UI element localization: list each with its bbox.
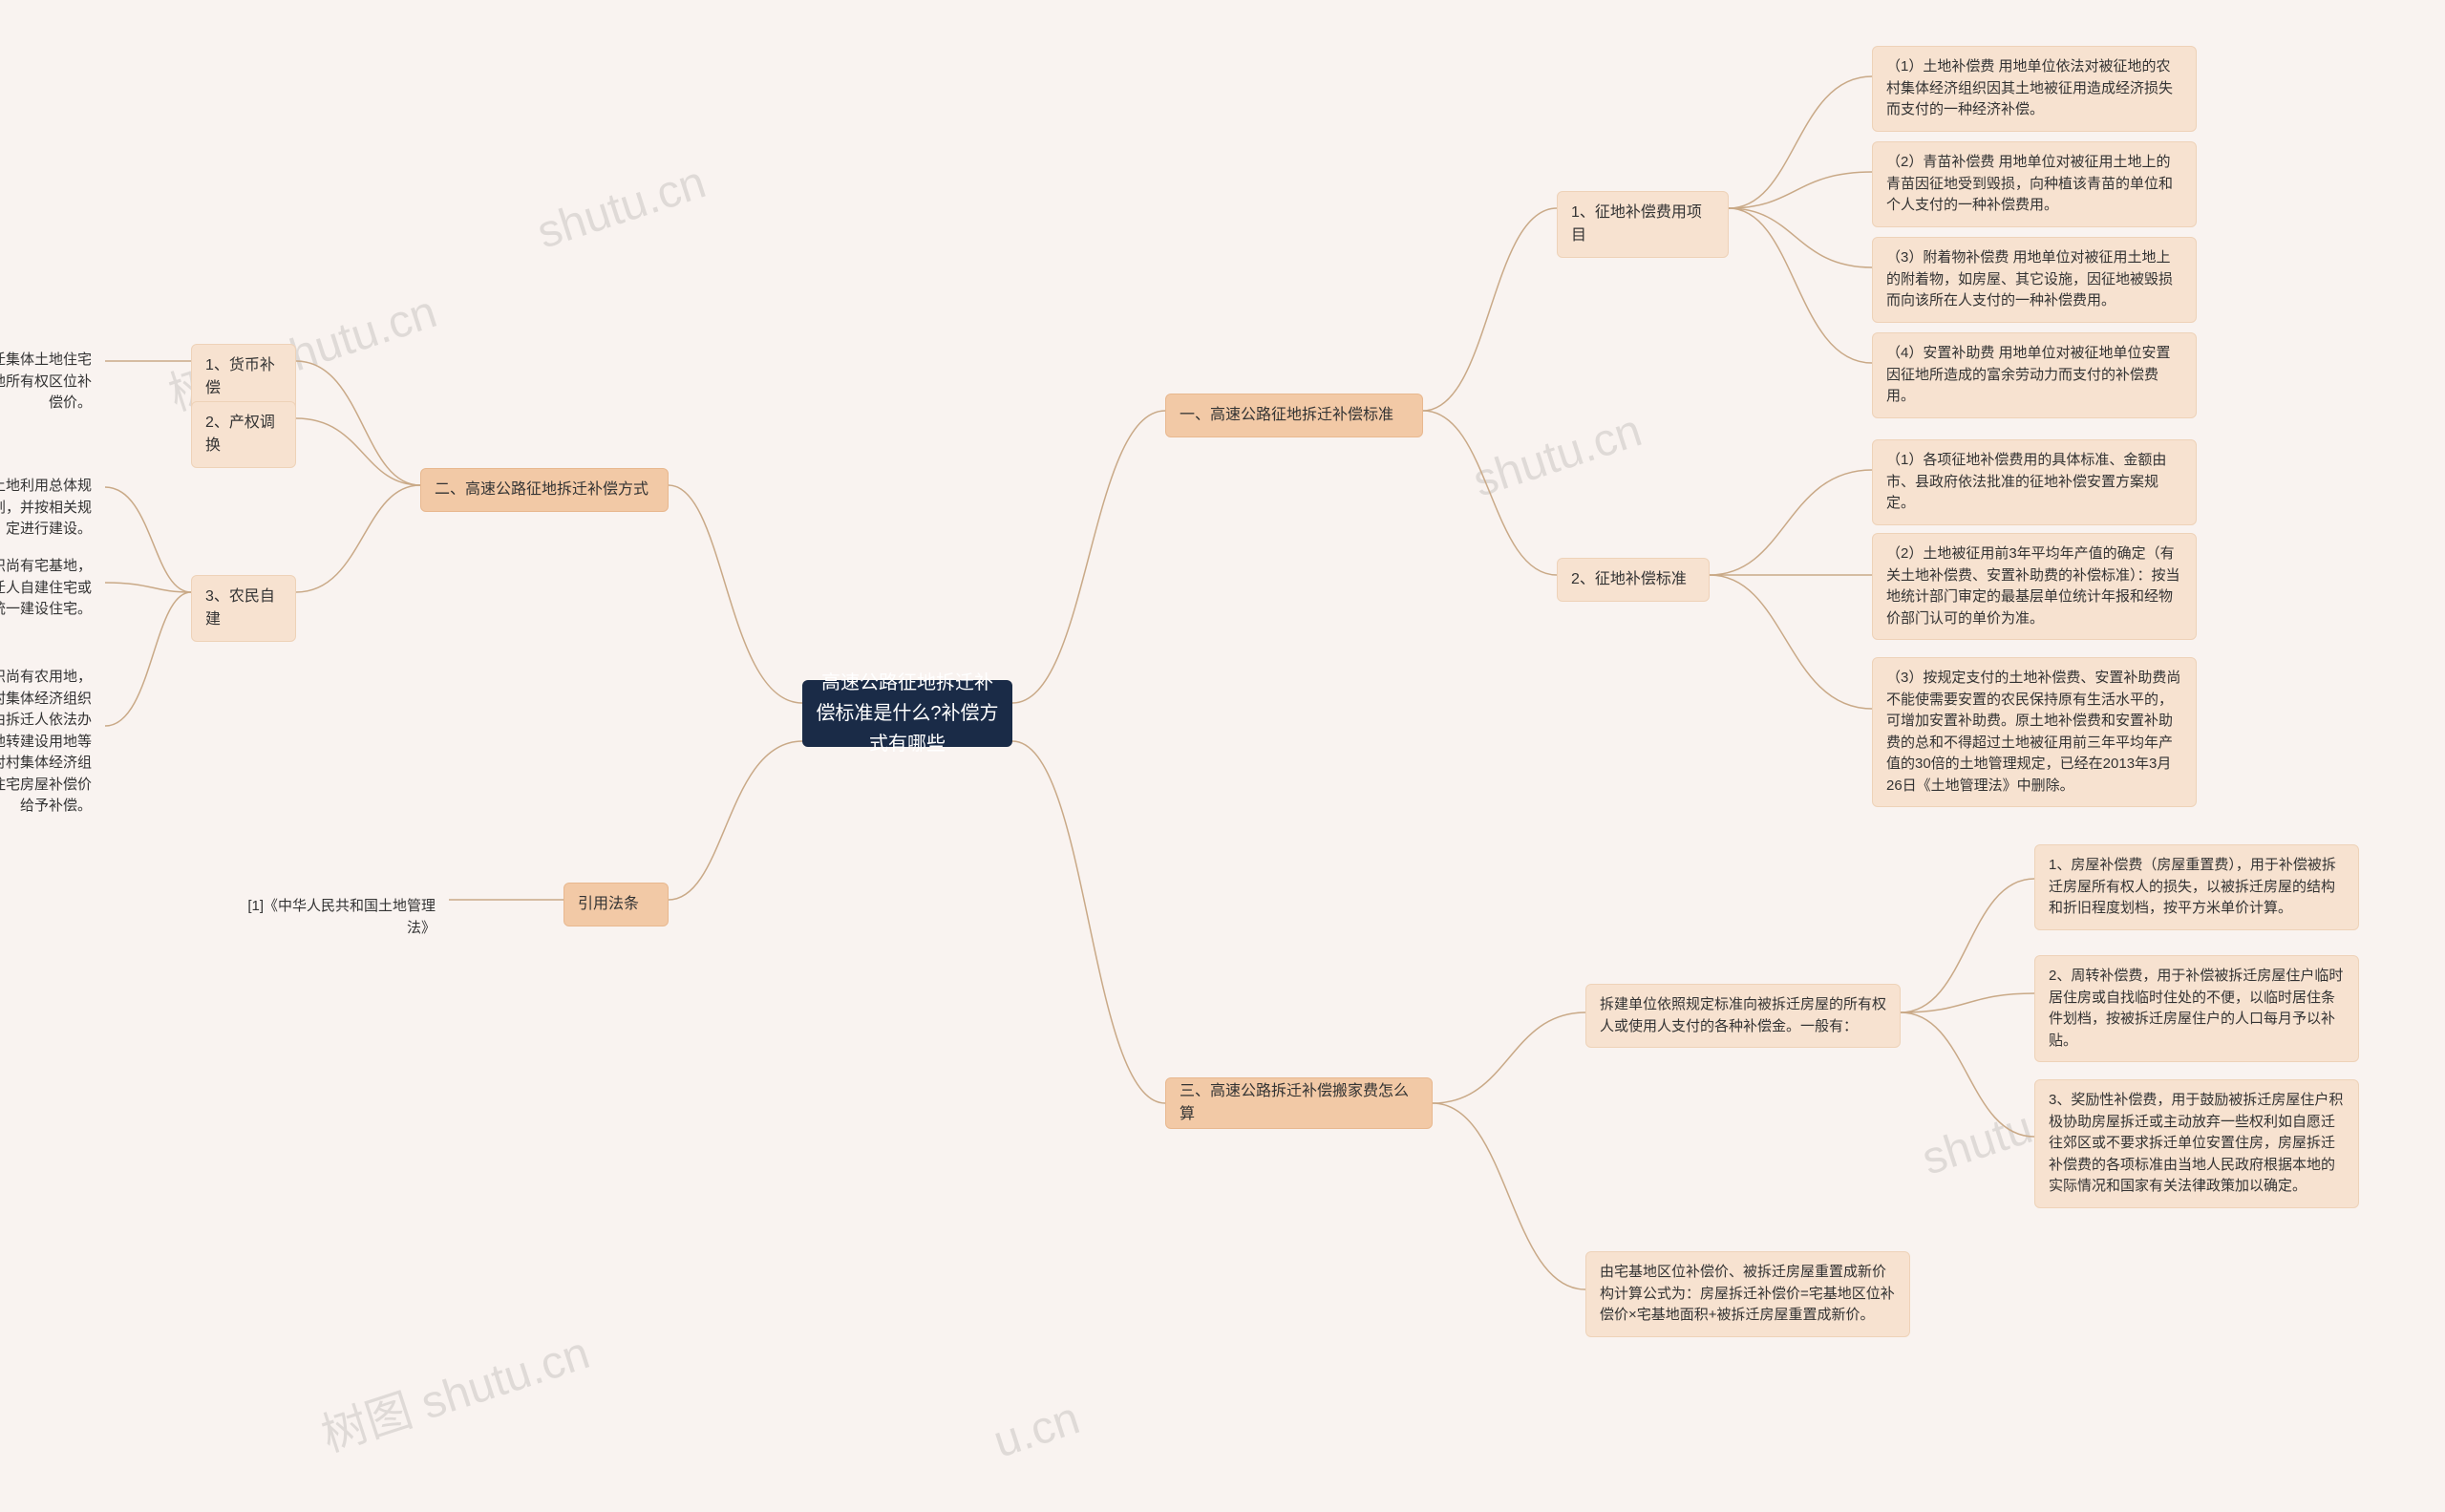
root-node: 高速公路征地拆迁补偿标准是什么?补偿方式有哪些 — [802, 680, 1012, 747]
branch-1-sub-2-item-2: （2）土地被征用前3年平均年产值的确定（有关土地补偿费、安置补助费的补偿标准）：… — [1872, 533, 2197, 640]
leaf-text: （2）本村集体经济组织尚有农用地，可转为非农建设用地供村集体经济组织统一建设安置… — [0, 667, 92, 818]
leaf-text: （2）青苗补偿费 用地单位对被征用土地上的青苗因征地受到毁损，向种植该青苗的单位… — [1886, 152, 2182, 217]
leaf-text: （1）土地补偿费 用地单位依法对被征地的农村集体经济组织因其土地被征用造成经济损… — [1886, 56, 2182, 121]
branch-3-group-1-item-3: 3、奖励性补偿费，用于鼓励被拆迁房屋住户积极协助房屋拆迁或主动放弃一些权利如自愿… — [2034, 1079, 2359, 1208]
leaf-text: 1、房屋补偿费（房屋重置费），用于补偿被拆迁房屋所有权人的损失，以被拆迁房屋的结… — [2049, 855, 2345, 920]
branch-2-sub-1-leaf: 货币补偿金额包括被拆迁集体土地住宅房屋补偿价和宅基地土地所有权区位补偿价。 — [0, 340, 105, 424]
sub-title: 1、货币补偿 — [205, 354, 282, 400]
branch-3-group-1-item-2: 2、周转补偿费，用于补偿被拆迁房屋住户临时居住房或自找临时住处的不便，以临时居住… — [2034, 955, 2359, 1062]
leaf-text: 由宅基地区位补偿价、被拆迁房屋重置成新价构计算公式为：房屋拆迁补偿价=宅基地区位… — [1600, 1262, 1896, 1327]
branch-2-sub-2: 2、产权调换 — [191, 401, 296, 468]
branch-4-title: 引用法条 — [578, 893, 639, 916]
branch-1-sub-1-item-2: （2）青苗补偿费 用地单位对被征用土地上的青苗因征地受到毁损，向种植该青苗的单位… — [1872, 141, 2197, 227]
branch-3-group-1-item-1: 1、房屋补偿费（房屋重置费），用于补偿被拆迁房屋所有权人的损失，以被拆迁房屋的结… — [2034, 844, 2359, 930]
leaf-text: 实行农民自建，应符合土地利用总体规划、城市规划和村镇规划，并按相关规定进行建设。 — [0, 476, 92, 541]
watermark: shutu.cn — [531, 156, 712, 259]
branch-1-sub-2-item-3: （3）按规定支付的土地补偿费、安置补助费尚不能使需要安置的农民保持原有生活水平的… — [1872, 657, 2197, 807]
leaf-text: （3）附着物补偿费 用地单位对被征用土地上的附着物，如房屋、其它设施，因征地被毁… — [1886, 247, 2182, 312]
branch-3-group-2: 由宅基地区位补偿价、被拆迁房屋重置成新价构计算公式为：房屋拆迁补偿价=宅基地区位… — [1585, 1251, 1910, 1337]
leaf-text: （4）安置补助费 用地单位对被征地单位安置因征地所造成的富余劳动力而支付的补偿费… — [1886, 343, 2182, 408]
branch-1-sub-1-item-1: （1）土地补偿费 用地单位依法对被征地的农村集体经济组织因其土地被征用造成经济损… — [1872, 46, 2197, 132]
branch-1: 一、高速公路征地拆迁补偿标准 — [1165, 394, 1423, 437]
leaf-text: （2）土地被征用前3年平均年产值的确定（有关土地补偿费、安置补助费的补偿标准）：… — [1886, 543, 2182, 629]
branch-1-sub-2: 2、征地补偿标准 — [1557, 558, 1710, 602]
watermark: shutu.cn — [1467, 404, 1648, 507]
branch-2-title: 二、高速公路征地拆迁补偿方式 — [435, 479, 648, 501]
branch-3-group-1-heading: 拆建单位依照规定标准向被拆迁房屋的所有权人或使用人支付的各种补偿金。一般有： — [1585, 984, 1901, 1048]
leaf-text: （3）按规定支付的土地补偿费、安置补助费尚不能使需要安置的农民保持原有生活水平的… — [1886, 668, 2182, 797]
branch-1-sub-1-item-4: （4）安置补助费 用地单位对被征地单位安置因征地所造成的富余劳动力而支付的补偿费… — [1872, 332, 2197, 418]
branch-3-title: 三、高速公路拆迁补偿搬家费怎么算 — [1180, 1080, 1418, 1126]
branch-4: 引用法条 — [563, 883, 669, 926]
leaf-text: 3、奖励性补偿费，用于鼓励被拆迁房屋住户积极协助房屋拆迁或主动放弃一些权利如自愿… — [2049, 1090, 2345, 1198]
leaf-text: 拆建单位依照规定标准向被拆迁房屋的所有权人或使用人支付的各种补偿金。一般有： — [1600, 994, 1886, 1037]
sub-title: 2、产权调换 — [205, 412, 282, 458]
branch-1-sub-1-item-3: （3）附着物补偿费 用地单位对被征用土地上的附着物，如房屋、其它设施，因征地被毁… — [1872, 237, 2197, 323]
leaf-text: （1）本村集体经济组织尚有宅基地，可以安排宅基地给被拆迁人自建住宅或由村集体经济… — [0, 556, 92, 621]
branch-1-title: 一、高速公路征地拆迁补偿标准 — [1180, 404, 1393, 427]
branch-1-sub-2-item-1: （1）各项征地补偿费用的具体标准、金额由市、县政府依法批准的征地补偿安置方案规定… — [1872, 439, 2197, 525]
branch-4-leaf: [1]《中华人民共和国土地管理法》 — [220, 886, 449, 948]
branch-3: 三、高速公路拆迁补偿搬家费怎么算 — [1165, 1077, 1433, 1129]
branch-2-sub-3-item-2: （2）本村集体经济组织尚有农用地，可转为非农建设用地供村集体经济组织统一建设安置… — [0, 657, 105, 827]
watermark: u.cn — [988, 1392, 1086, 1468]
root-text: 高速公路征地拆迁补偿标准是什么?补偿方式有哪些 — [816, 668, 999, 759]
branch-1-sub-2-title: 2、征地补偿标准 — [1571, 568, 1687, 591]
leaf-text: [1]《中华人民共和国土地管理法》 — [233, 896, 436, 939]
leaf-text: 2、周转补偿费，用于补偿被拆迁房屋住户临时居住房或自找临时住处的不便，以临时居住… — [2049, 966, 2345, 1052]
branch-2-sub-3-top: 实行农民自建，应符合土地利用总体规划、城市规划和村镇规划，并按相关规定进行建设。 — [0, 466, 105, 550]
sub-title: 3、农民自建 — [205, 586, 282, 631]
branch-2-sub-3: 3、农民自建 — [191, 575, 296, 642]
branch-2: 二、高速公路征地拆迁补偿方式 — [420, 468, 669, 512]
branch-1-sub-1-title: 1、征地补偿费用项目 — [1571, 202, 1714, 247]
leaf-text: 货币补偿金额包括被拆迁集体土地住宅房屋补偿价和宅基地土地所有权区位补偿价。 — [0, 350, 92, 415]
leaf-text: （1）各项征地补偿费用的具体标准、金额由市、县政府依法批准的征地补偿安置方案规定… — [1886, 450, 2182, 515]
branch-1-sub-1: 1、征地补偿费用项目 — [1557, 191, 1729, 258]
watermark: 树图 shutu.cn — [311, 1315, 596, 1464]
branch-2-sub-3-item-1: （1）本村集体经济组织尚有宅基地，可以安排宅基地给被拆迁人自建住宅或由村集体经济… — [0, 546, 105, 630]
